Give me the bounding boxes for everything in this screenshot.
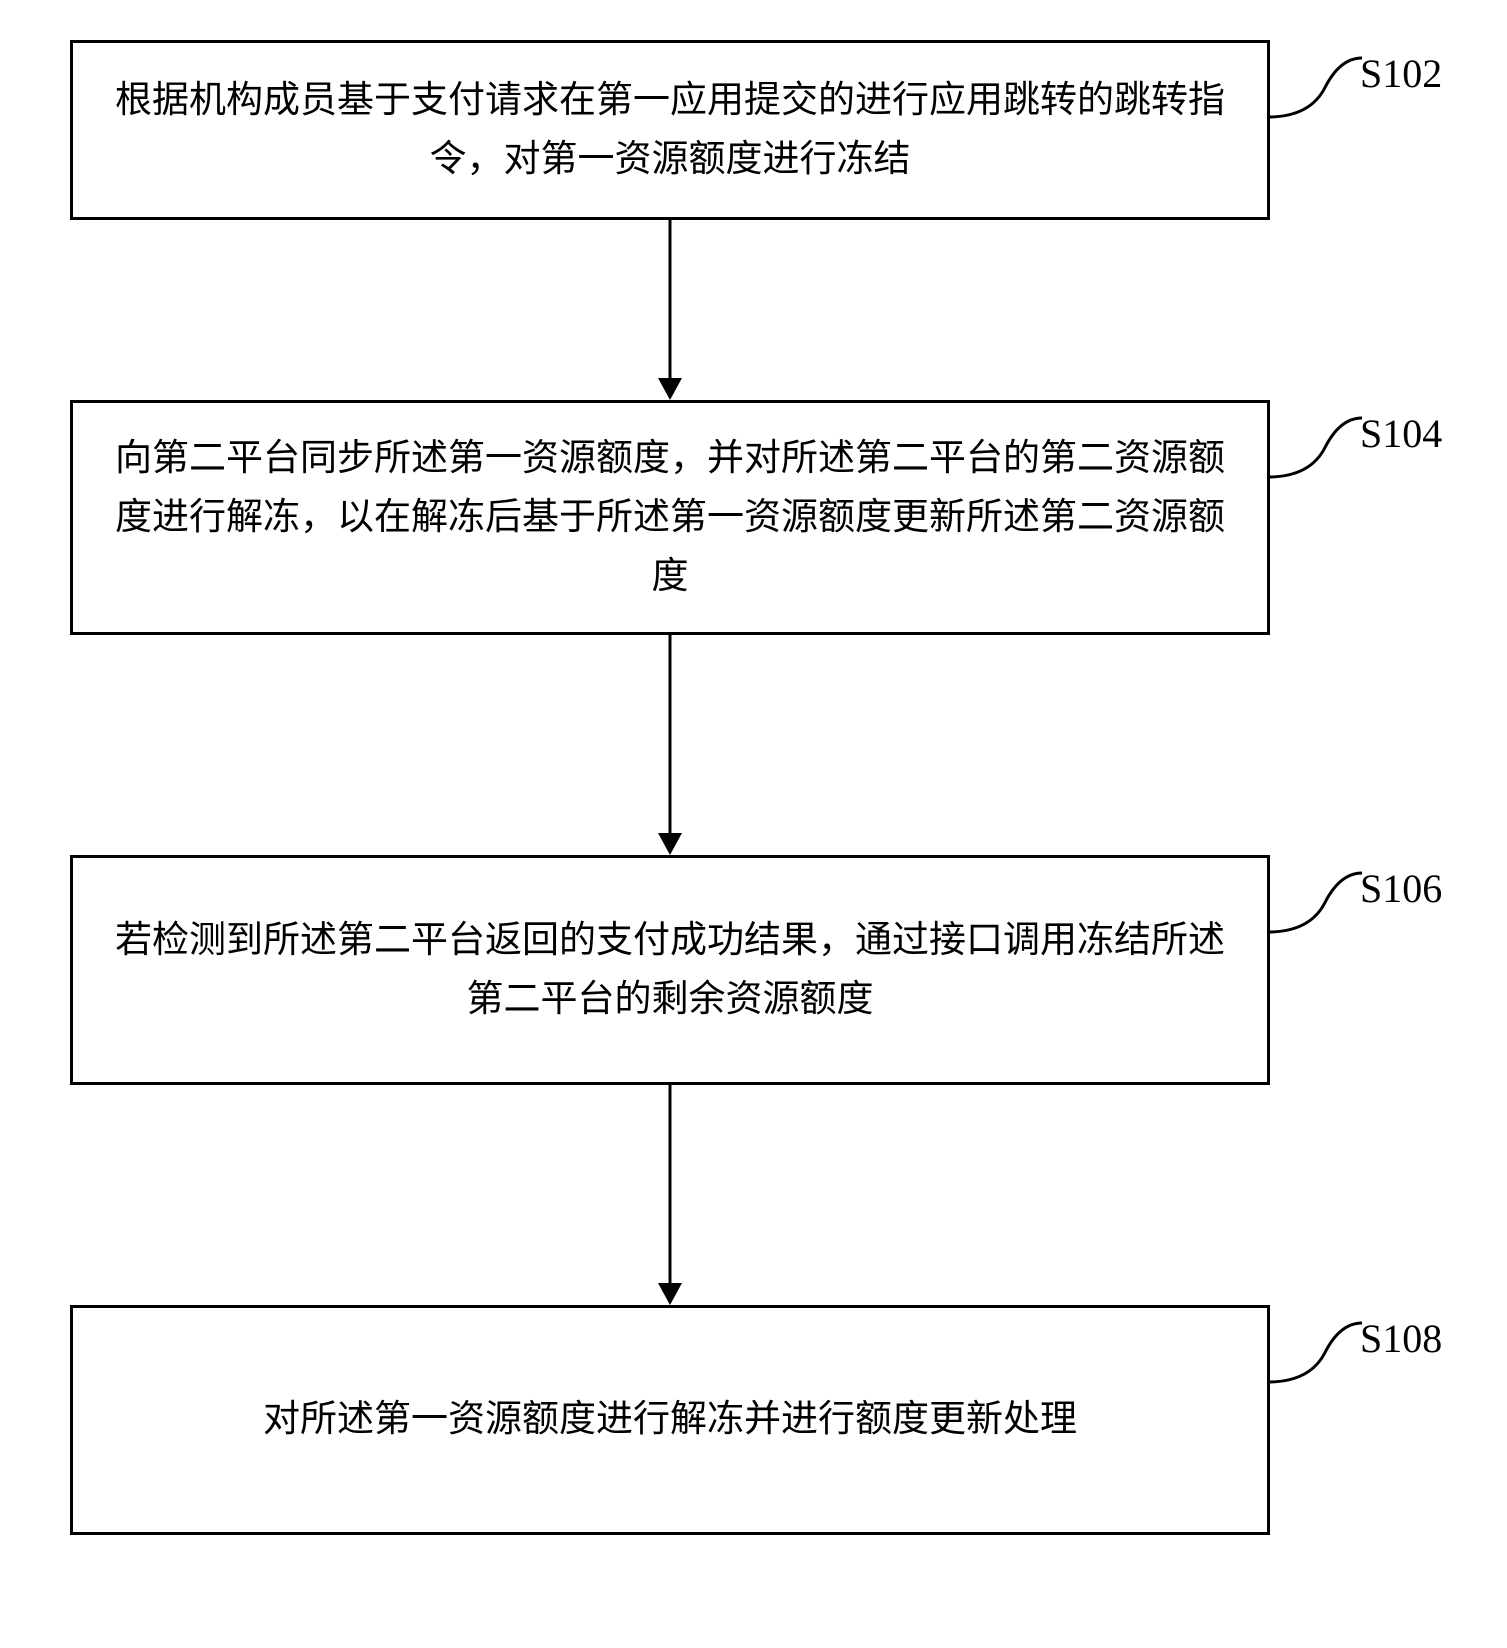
arrow-head-icon (658, 1283, 682, 1305)
step-label-s106: S106 (1360, 865, 1442, 912)
arrow-line (669, 220, 672, 378)
flow-arrow (658, 220, 682, 400)
connector-curve-s108 (1265, 1320, 1365, 1385)
flow-step-s104: 向第二平台同步所述第一资源额度，并对所述第二平台的第二资源额度进行解冻，以在解冻… (70, 400, 1270, 635)
flow-step-text: 对所述第一资源额度进行解冻并进行额度更新处理 (263, 1390, 1077, 1449)
step-label-s108: S108 (1360, 1315, 1442, 1362)
arrow-head-icon (658, 378, 682, 400)
flow-arrow (658, 1085, 682, 1305)
flow-step-s106: 若检测到所述第二平台返回的支付成功结果，通过接口调用冻结所述第二平台的剩余资源额… (70, 855, 1270, 1085)
step-label-s102: S102 (1360, 50, 1442, 97)
connector-curve-s104 (1265, 415, 1365, 480)
arrow-line (669, 635, 672, 833)
step-label-s104: S104 (1360, 410, 1442, 457)
flow-step-text: 向第二平台同步所述第一资源额度，并对所述第二平台的第二资源额度进行解冻，以在解冻… (113, 429, 1227, 607)
flow-step-s108: 对所述第一资源额度进行解冻并进行额度更新处理 (70, 1305, 1270, 1535)
flow-arrow (658, 635, 682, 855)
arrow-line (669, 1085, 672, 1283)
flow-step-text: 根据机构成员基于支付请求在第一应用提交的进行应用跳转的跳转指令，对第一资源额度进… (113, 71, 1227, 189)
connector-curve-s106 (1265, 870, 1365, 935)
connector-curve-s102 (1265, 55, 1365, 120)
flowchart-container: 根据机构成员基于支付请求在第一应用提交的进行应用跳转的跳转指令，对第一资源额度进… (0, 0, 1507, 1648)
flow-step-s102: 根据机构成员基于支付请求在第一应用提交的进行应用跳转的跳转指令，对第一资源额度进… (70, 40, 1270, 220)
arrow-head-icon (658, 833, 682, 855)
flow-step-text: 若检测到所述第二平台返回的支付成功结果，通过接口调用冻结所述第二平台的剩余资源额… (113, 911, 1227, 1029)
